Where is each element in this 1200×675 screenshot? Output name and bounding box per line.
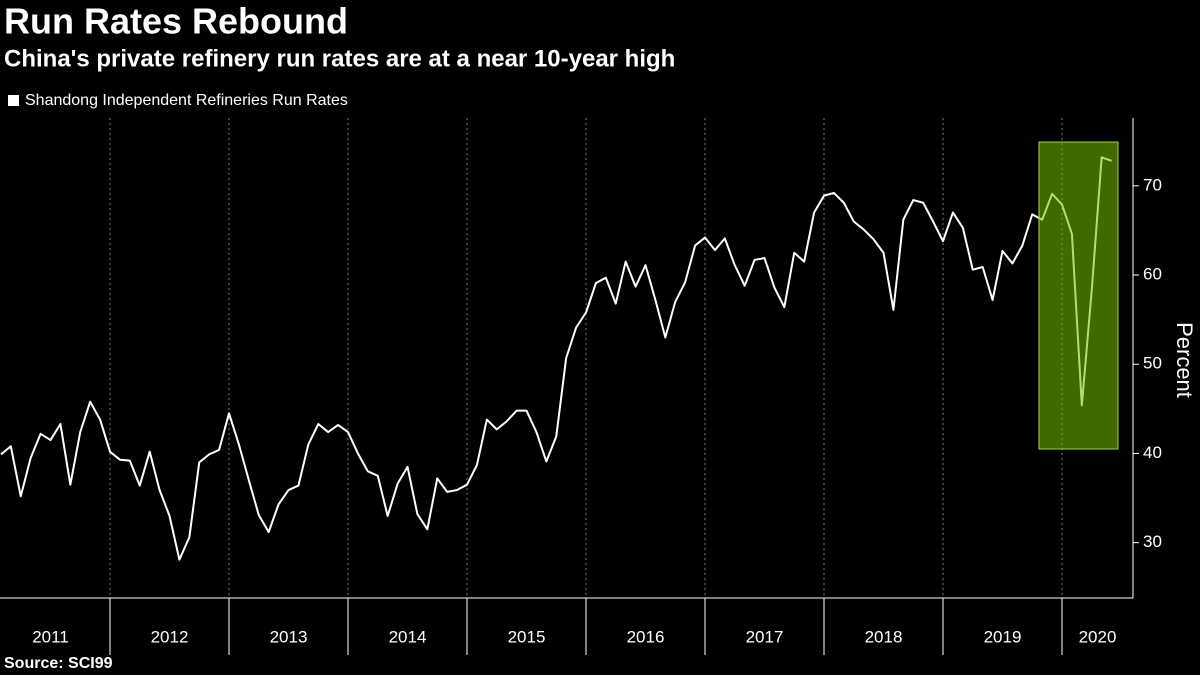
x-tick-label: 2018 (865, 627, 903, 646)
x-tick-label: 2020 (1079, 627, 1117, 646)
data-line (0, 156, 1112, 561)
legend-label: Shandong Independent Refineries Run Rate… (25, 92, 348, 109)
y-tick-label: 30 (1143, 532, 1162, 551)
x-tick-label: 2017 (746, 627, 784, 646)
highlight-box (1038, 141, 1119, 450)
x-tick-label: 2012 (151, 627, 189, 646)
legend-swatch (8, 95, 19, 106)
x-tick-label: 2015 (508, 627, 546, 646)
source: Source: SCI99 (4, 655, 113, 672)
y-tick-label: 50 (1143, 354, 1162, 373)
chart-subtitle: China's private refinery run rates are a… (4, 45, 675, 72)
x-tick-label: 2016 (627, 627, 665, 646)
chart-title: Run Rates Rebound (4, 1, 348, 42)
y-tick-label: 40 (1143, 443, 1162, 462)
x-tick-label: 2013 (270, 627, 308, 646)
x-tick-label: 2011 (32, 627, 69, 646)
x-tick-label: 2014 (389, 627, 427, 646)
x-tick-label: 2019 (984, 627, 1022, 646)
y-tick-label: 70 (1143, 175, 1162, 194)
y-tick-label: 60 (1143, 265, 1162, 284)
y-axis-label: Percent (1172, 322, 1197, 398)
